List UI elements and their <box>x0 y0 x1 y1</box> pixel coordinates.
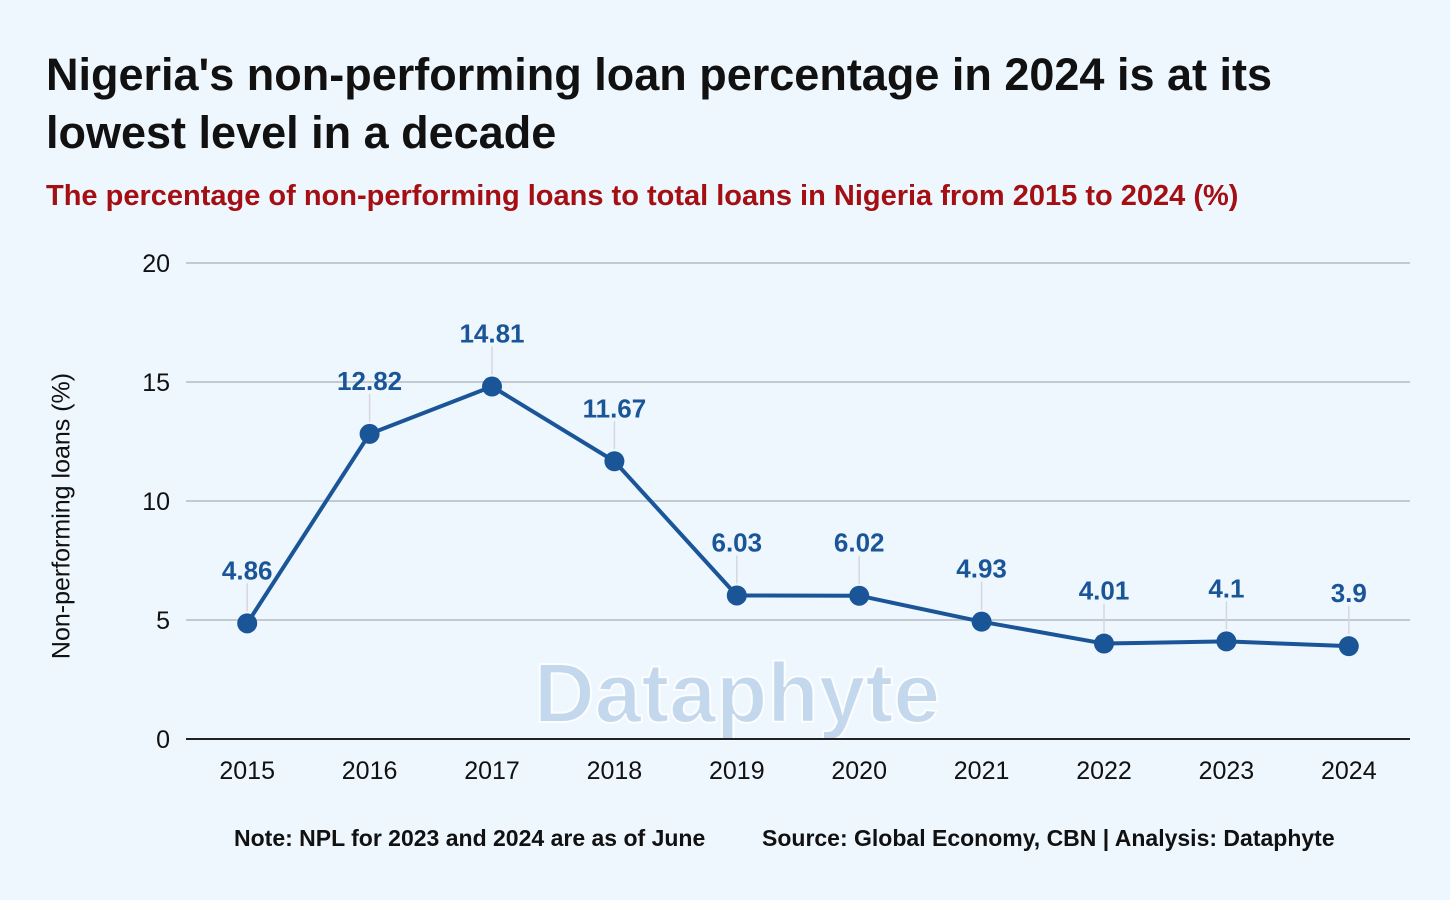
data-label: 11.67 <box>583 393 647 423</box>
x-tick-label: 2016 <box>342 757 398 785</box>
series-line <box>245 384 1349 649</box>
data-label: 12.82 <box>337 366 402 396</box>
label-leader-lines <box>246 346 1350 635</box>
x-tick-label: 2020 <box>831 757 887 785</box>
data-label: 6.03 <box>711 527 762 557</box>
data-label: 4.1 <box>1208 573 1244 603</box>
y-tick-label: 0 <box>156 726 170 754</box>
x-axis-ticks: 2015 2016 2017 2018 2019 2020 2021 2022 2023 2024 <box>219 757 1376 785</box>
data-label: 6.02 <box>834 528 885 558</box>
x-tick-label: 2015 <box>219 757 275 785</box>
footer-source: Source: Global Economy, CBN | Analysis: … <box>762 825 1335 851</box>
x-tick-label: 2017 <box>464 757 520 785</box>
data-label: 4.93 <box>956 554 1007 584</box>
data-point <box>604 451 625 472</box>
x-tick-label: 2018 <box>587 757 643 785</box>
chart-title: Nigeria's non-performing loan percentage… <box>46 49 1273 158</box>
y-tick-label: 20 <box>142 250 170 278</box>
data-points <box>237 376 1359 657</box>
data-label: 4.86 <box>222 555 273 585</box>
data-label: 4.01 <box>1079 576 1130 606</box>
data-point <box>1338 636 1359 657</box>
x-tick-label: 2024 <box>1321 757 1377 785</box>
data-label: 14.81 <box>459 319 524 349</box>
data-point <box>359 423 380 444</box>
y-tick-label: 10 <box>142 488 170 516</box>
y-tick-label: 5 <box>156 607 170 635</box>
data-point <box>482 376 502 397</box>
x-tick-label: 2022 <box>1076 757 1132 785</box>
data-point <box>971 611 992 632</box>
data-point <box>237 613 258 634</box>
data-point <box>1216 631 1237 652</box>
data-point <box>849 585 870 606</box>
data-labels: 4.86 12.82 14.81 11.67 6.03 6.02 4.93 4.01 4.1 3.… <box>222 319 1367 609</box>
x-tick-label: 2019 <box>709 757 765 785</box>
data-point <box>1094 633 1114 654</box>
y-tick-label: 15 <box>142 369 170 397</box>
chart-subtitle: The percentage of non-performing loans t… <box>46 180 1239 212</box>
watermark-logo: Dataphyte <box>534 646 940 740</box>
data-point <box>726 585 747 606</box>
footer-note: Note: NPL for 2023 and 2024 are as of Ju… <box>234 825 706 851</box>
y-axis-ticks: 0 5 10 15 20 <box>142 250 170 754</box>
data-label: 3.9 <box>1331 578 1367 608</box>
x-tick-label: 2021 <box>954 757 1010 785</box>
x-tick-label: 2023 <box>1199 757 1255 785</box>
gridlines <box>186 262 1410 621</box>
